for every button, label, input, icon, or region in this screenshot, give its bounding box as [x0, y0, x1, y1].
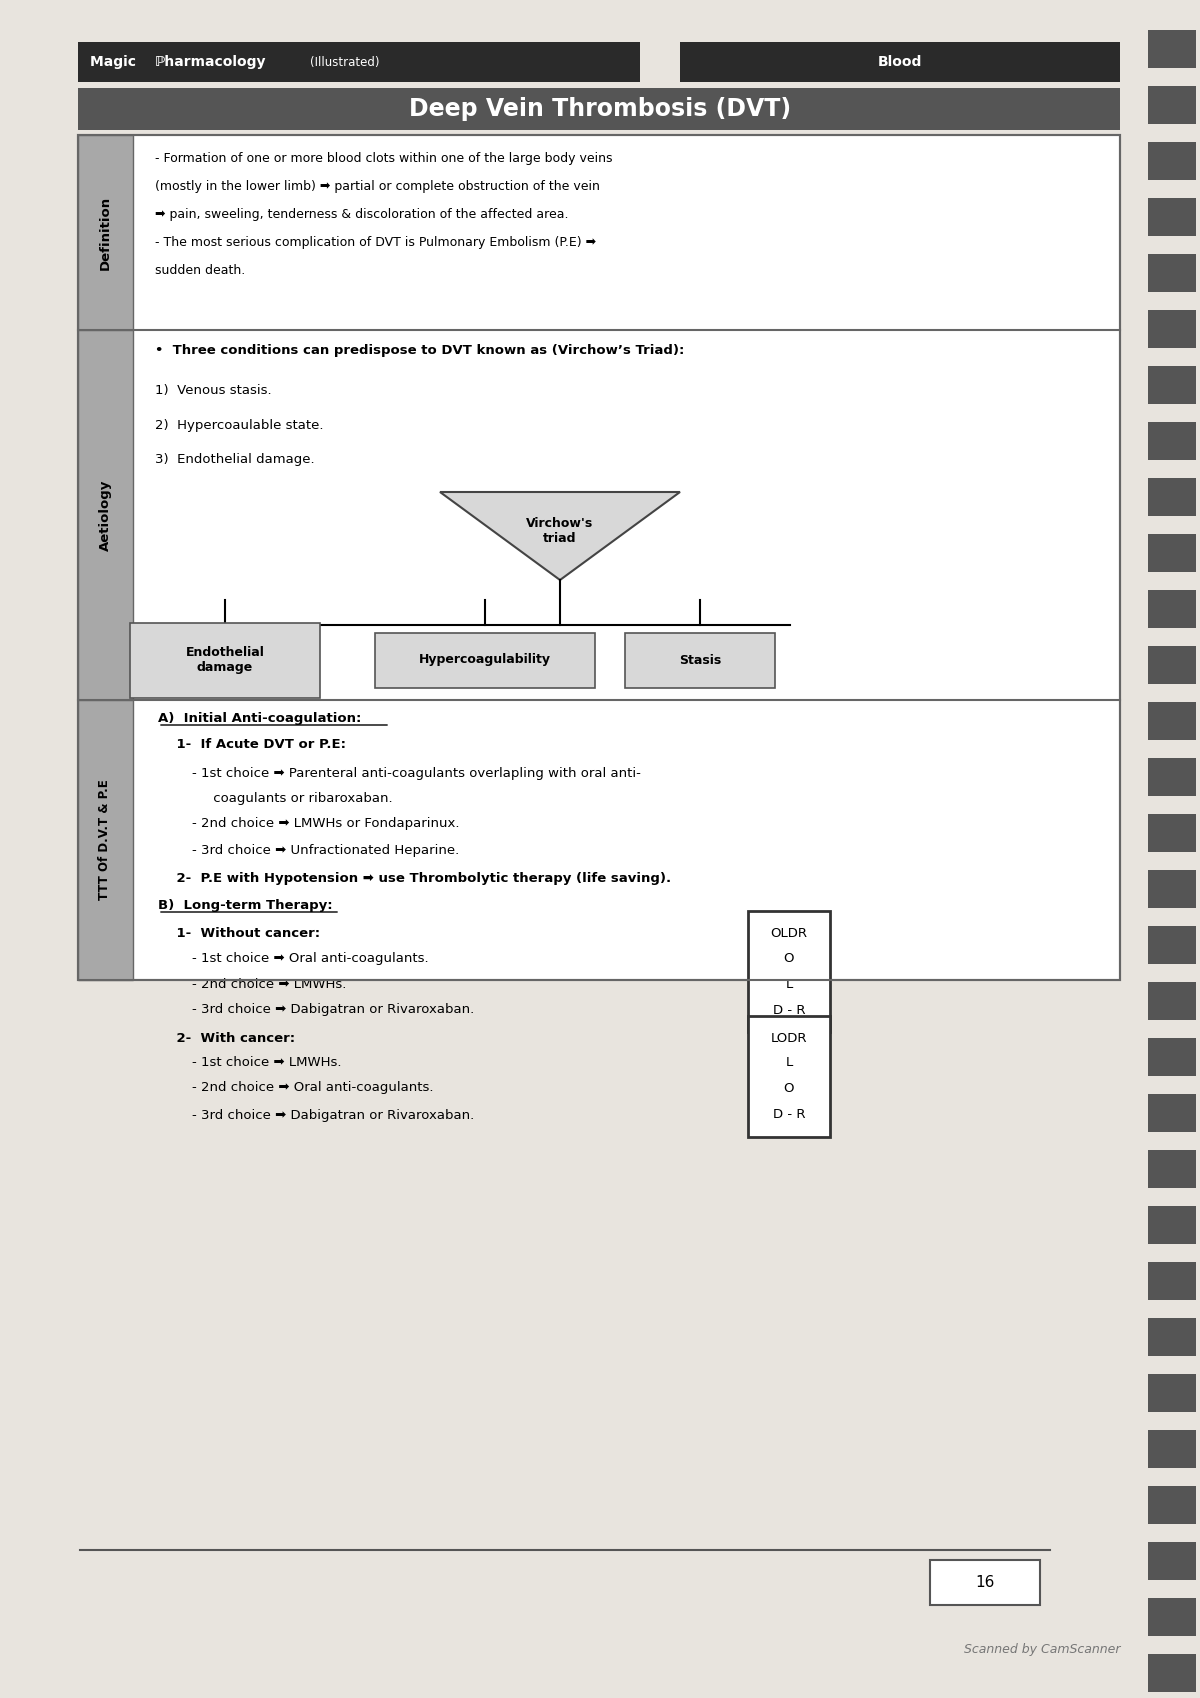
Text: - 2nd choice ➡ LMWHs.: - 2nd choice ➡ LMWHs. — [158, 978, 347, 990]
Text: 2-  With cancer:: 2- With cancer: — [158, 1031, 295, 1044]
FancyBboxPatch shape — [1148, 925, 1196, 964]
Text: 2)  Hypercoaulable state.: 2) Hypercoaulable state. — [155, 418, 324, 431]
Text: - 1st choice ➡ LMWHs.: - 1st choice ➡ LMWHs. — [158, 1056, 342, 1070]
Text: - 2nd choice ➡ LMWHs or Fondaparinux.: - 2nd choice ➡ LMWHs or Fondaparinux. — [158, 817, 460, 830]
FancyBboxPatch shape — [78, 136, 1120, 980]
FancyBboxPatch shape — [1148, 813, 1196, 852]
Text: OLDR: OLDR — [770, 927, 808, 939]
Text: Virchow's
triad: Virchow's triad — [527, 516, 594, 545]
Text: Endothelial
damage: Endothelial damage — [186, 645, 264, 674]
Text: 1-  If Acute DVT or P.E:: 1- If Acute DVT or P.E: — [158, 739, 346, 752]
FancyBboxPatch shape — [930, 1560, 1040, 1605]
FancyBboxPatch shape — [78, 88, 1120, 131]
FancyBboxPatch shape — [1148, 1318, 1196, 1357]
FancyBboxPatch shape — [748, 1015, 830, 1138]
Text: - The most serious complication of DVT is Pulmonary Embolism (P.E) ➡: - The most serious complication of DVT i… — [155, 236, 596, 248]
FancyBboxPatch shape — [1148, 143, 1196, 180]
FancyBboxPatch shape — [1148, 701, 1196, 740]
Text: - 3rd choice ➡ Dabigatran or Rivaroxaban.: - 3rd choice ➡ Dabigatran or Rivaroxaban… — [158, 1109, 474, 1121]
Text: - 2nd choice ➡ Oral anti-coagulants.: - 2nd choice ➡ Oral anti-coagulants. — [158, 1082, 433, 1095]
Polygon shape — [440, 492, 680, 581]
Text: A)  Initial Anti-coagulation:: A) Initial Anti-coagulation: — [158, 711, 361, 725]
Text: L: L — [785, 978, 793, 990]
FancyBboxPatch shape — [1148, 1206, 1196, 1245]
FancyBboxPatch shape — [1148, 1374, 1196, 1413]
FancyBboxPatch shape — [1148, 1654, 1196, 1691]
Text: Stasis: Stasis — [679, 654, 721, 667]
FancyBboxPatch shape — [1148, 31, 1196, 68]
FancyBboxPatch shape — [1148, 1430, 1196, 1469]
Text: (mostly in the lower limb) ➡ partial or complete obstruction of the vein: (mostly in the lower limb) ➡ partial or … — [155, 180, 600, 192]
FancyBboxPatch shape — [1148, 981, 1196, 1020]
Text: ➡ pain, sweeling, tenderness & discoloration of the affected area.: ➡ pain, sweeling, tenderness & discolora… — [155, 207, 569, 221]
Text: (Illustrated): (Illustrated) — [310, 56, 379, 68]
FancyBboxPatch shape — [1148, 589, 1196, 628]
FancyBboxPatch shape — [1148, 1150, 1196, 1189]
Text: - Formation of one or more blood clots within one of the large body veins: - Formation of one or more blood clots w… — [155, 151, 612, 165]
Text: O: O — [784, 951, 794, 964]
Text: D - R: D - R — [773, 1004, 805, 1017]
FancyBboxPatch shape — [1148, 479, 1196, 516]
FancyBboxPatch shape — [625, 632, 775, 688]
Text: ℙharmacology: ℙharmacology — [155, 54, 266, 70]
FancyBboxPatch shape — [1148, 757, 1196, 796]
Text: Aetiology: Aetiology — [98, 479, 112, 550]
FancyBboxPatch shape — [1148, 423, 1196, 460]
FancyBboxPatch shape — [78, 136, 133, 329]
Text: coagulants or ribaroxaban.: coagulants or ribaroxaban. — [158, 791, 392, 805]
FancyBboxPatch shape — [1148, 311, 1196, 348]
Text: TTT Of D.V.T & P.E: TTT Of D.V.T & P.E — [98, 779, 112, 900]
Text: 3)  Endothelial damage.: 3) Endothelial damage. — [155, 453, 314, 467]
FancyBboxPatch shape — [1148, 1598, 1196, 1635]
FancyBboxPatch shape — [1148, 1262, 1196, 1301]
Text: Definition: Definition — [98, 195, 112, 270]
Text: sudden death.: sudden death. — [155, 263, 245, 277]
FancyBboxPatch shape — [78, 42, 640, 82]
FancyBboxPatch shape — [1148, 533, 1196, 572]
Text: Magic: Magic — [90, 54, 140, 70]
Text: •  Three conditions can predispose to DVT known as (Virchow’s Triad):: • Three conditions can predispose to DVT… — [155, 343, 684, 357]
Text: 16: 16 — [976, 1576, 995, 1589]
FancyBboxPatch shape — [78, 700, 133, 980]
Text: - 3rd choice ➡ Dabigatran or Rivaroxaban.: - 3rd choice ➡ Dabigatran or Rivaroxaban… — [158, 1004, 474, 1017]
Text: LODR: LODR — [770, 1031, 808, 1044]
Text: - 1st choice ➡ Parenteral anti-coagulants overlapling with oral anti-: - 1st choice ➡ Parenteral anti-coagulant… — [158, 766, 641, 779]
FancyBboxPatch shape — [1148, 1037, 1196, 1077]
Text: B)  Long-term Therapy:: B) Long-term Therapy: — [158, 898, 332, 912]
FancyBboxPatch shape — [1148, 1486, 1196, 1525]
FancyBboxPatch shape — [748, 912, 830, 1032]
Text: Scanned by CamScanner: Scanned by CamScanner — [964, 1644, 1120, 1657]
Text: Blood: Blood — [878, 54, 922, 70]
FancyBboxPatch shape — [1148, 199, 1196, 236]
Text: L: L — [785, 1056, 793, 1070]
Text: D - R: D - R — [773, 1109, 805, 1121]
FancyBboxPatch shape — [1148, 1094, 1196, 1133]
FancyBboxPatch shape — [130, 623, 320, 698]
Text: 1-  Without cancer:: 1- Without cancer: — [158, 927, 320, 939]
Text: O: O — [784, 1082, 794, 1095]
FancyBboxPatch shape — [1148, 869, 1196, 908]
Text: 2-  P.E with Hypotension ➡ use Thrombolytic therapy (life saving).: 2- P.E with Hypotension ➡ use Thrombolyt… — [158, 871, 671, 885]
Text: 1)  Venous stasis.: 1) Venous stasis. — [155, 384, 271, 397]
FancyBboxPatch shape — [1148, 255, 1196, 292]
Text: Deep Vein Thrombosis (DVT): Deep Vein Thrombosis (DVT) — [409, 97, 791, 121]
FancyBboxPatch shape — [1148, 367, 1196, 404]
Text: - 3rd choice ➡ Unfractionated Heparine.: - 3rd choice ➡ Unfractionated Heparine. — [158, 844, 460, 856]
FancyBboxPatch shape — [78, 329, 133, 700]
FancyBboxPatch shape — [680, 42, 1120, 82]
Text: - 1st choice ➡ Oral anti-coagulants.: - 1st choice ➡ Oral anti-coagulants. — [158, 951, 428, 964]
FancyBboxPatch shape — [1148, 645, 1196, 684]
FancyBboxPatch shape — [374, 632, 595, 688]
FancyBboxPatch shape — [1148, 87, 1196, 124]
Text: Hypercoagulability: Hypercoagulability — [419, 654, 551, 667]
FancyBboxPatch shape — [1148, 1542, 1196, 1581]
